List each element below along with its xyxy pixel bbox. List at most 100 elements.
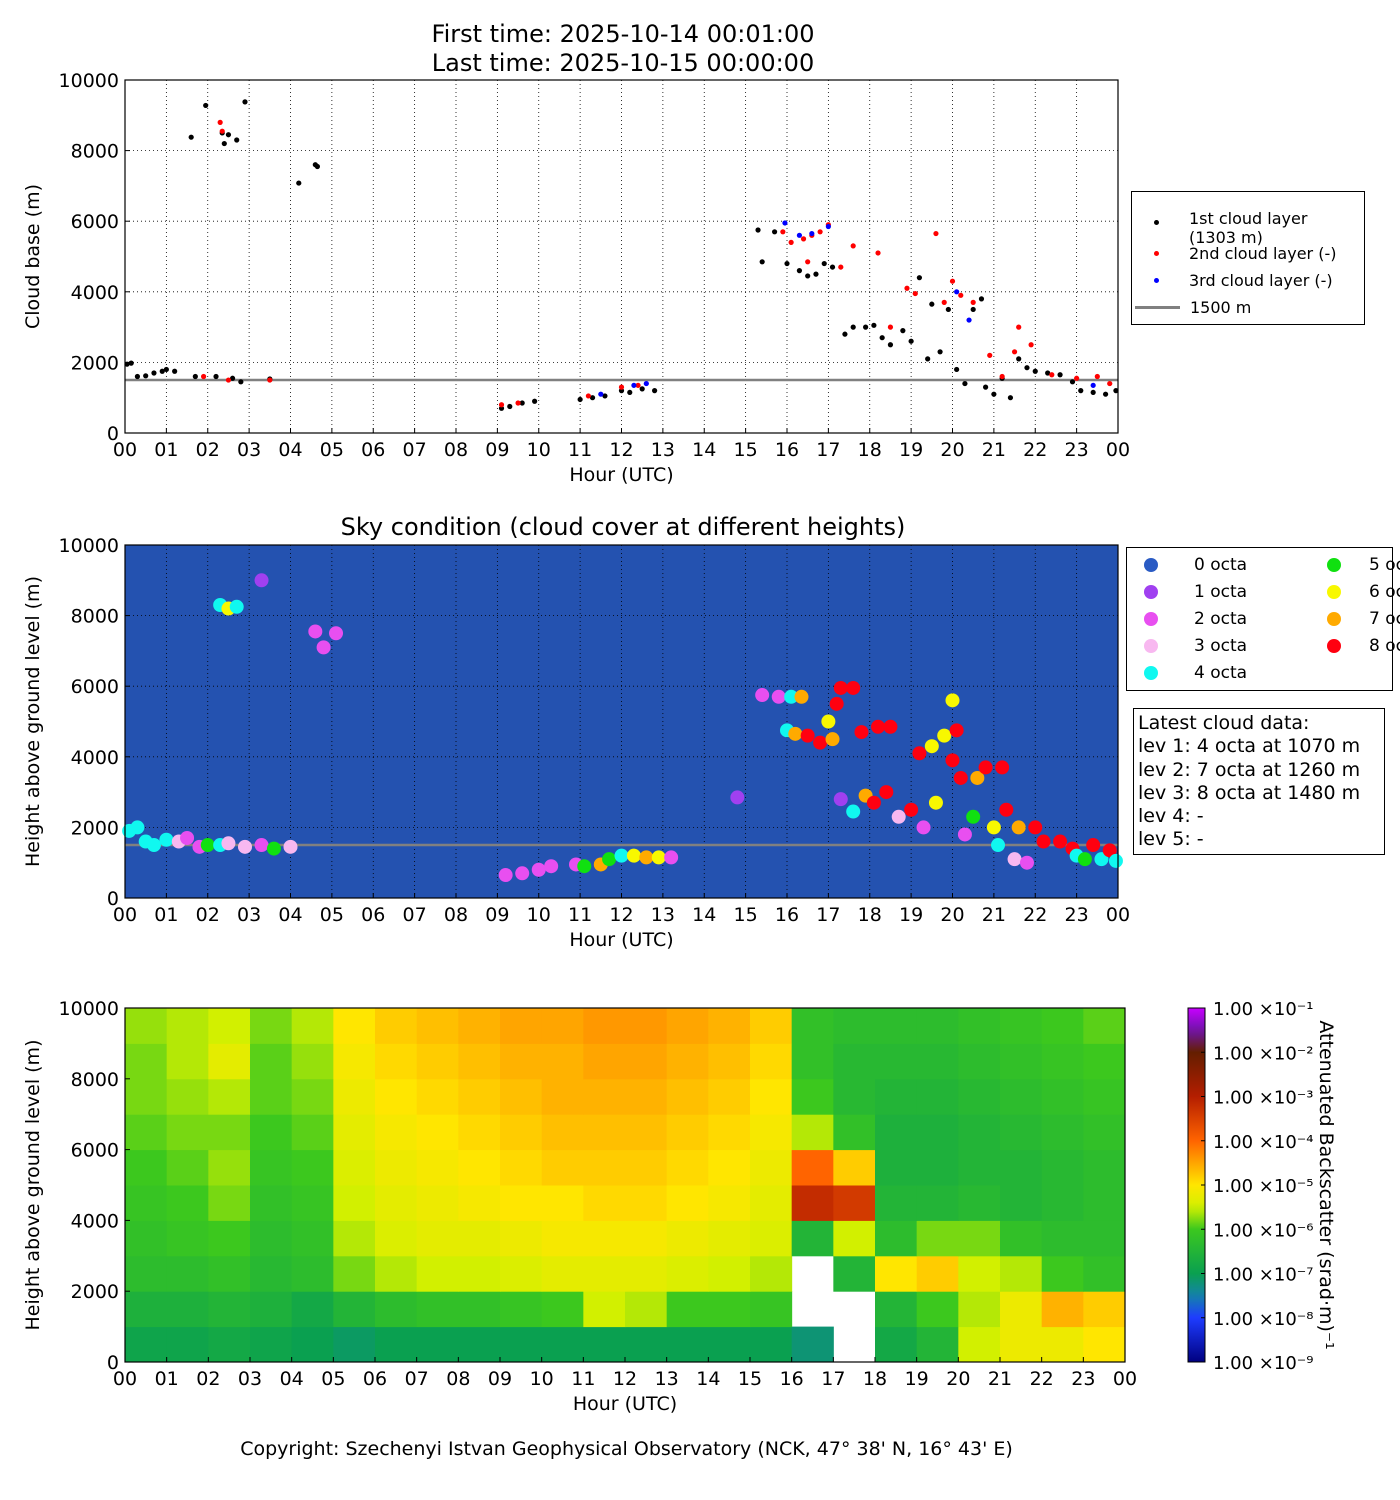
- x-tick-label: 09: [488, 1368, 512, 1390]
- backscatter-cell: [1083, 1326, 1126, 1363]
- backscatter-cell: [583, 1291, 626, 1328]
- backscatter-cell: [208, 1149, 251, 1186]
- x-tick-label: 21: [982, 904, 1006, 926]
- cloud-base-point-layer2: [949, 278, 956, 284]
- y-tick-label: 10000: [59, 70, 119, 92]
- x-tick-label: 09: [485, 439, 509, 461]
- backscatter-cell: [166, 1255, 209, 1292]
- backscatter-cell: [958, 1255, 1001, 1292]
- backscatter-cell: [250, 1220, 293, 1257]
- backscatter-cell: [1083, 1255, 1126, 1292]
- level-line: lev 2: 7 octa at 1260 m: [1138, 758, 1361, 781]
- backscatter-cell: [833, 1255, 876, 1292]
- backscatter-cell: [666, 1220, 709, 1257]
- y-tick-label: 2000: [71, 352, 119, 374]
- gray-line-icon: [1135, 306, 1180, 309]
- backscatter-cell: [500, 1220, 543, 1257]
- legend-item-octa-6: 6 octa: [1327, 582, 1400, 602]
- cloud-base-point-layer1: [983, 384, 989, 390]
- cloud-base-point-layer1: [128, 360, 134, 366]
- octa-point: [854, 725, 869, 740]
- cloud-base-point-layer2: [618, 384, 625, 390]
- backscatter-cell: [541, 1185, 584, 1221]
- x-tick-label: 02: [196, 439, 220, 461]
- backscatter-cell: [541, 1291, 584, 1328]
- y-tick-label: 2000: [71, 817, 119, 839]
- backscatter-cell: [750, 1255, 793, 1292]
- backscatter-cell: [250, 1291, 293, 1328]
- backscatter-cell: [750, 1114, 793, 1151]
- x-tick-label: 06: [361, 439, 385, 461]
- backscatter-cell: [916, 1255, 959, 1292]
- x-tick-label: 21: [982, 439, 1006, 461]
- backscatter-cell: [875, 1008, 918, 1044]
- x-tick-label: 10: [530, 1368, 554, 1390]
- cloud-base-point-layer2: [219, 128, 225, 134]
- backscatter-cell: [833, 1114, 876, 1151]
- backscatter-cell: [208, 1255, 251, 1292]
- legend-label: 2nd cloud layer (-): [1189, 244, 1337, 263]
- y-tick-label: 2000: [71, 1281, 119, 1303]
- cloud-base-point-layer2: [805, 259, 811, 265]
- backscatter-cell: [958, 1008, 1001, 1044]
- backscatter-cell: [375, 1326, 418, 1363]
- backscatter-cell: [958, 1078, 1001, 1115]
- backscatter-cell: [1000, 1008, 1043, 1044]
- backscatter-cell: [250, 1043, 293, 1080]
- backscatter-cell: [875, 1149, 918, 1186]
- legend-label: 8 octa: [1369, 636, 1400, 656]
- octa-point: [995, 760, 1010, 775]
- cloud-base-point-layer1: [784, 260, 790, 267]
- backscatter-cell: [1000, 1043, 1043, 1080]
- cloud-base-point-layer3: [966, 317, 972, 323]
- plot-frame: [124, 79, 1119, 434]
- cloud-base-point-layer2: [1011, 349, 1018, 355]
- backscatter-cell: [291, 1149, 334, 1186]
- cloud-base-point-layer1: [1090, 389, 1096, 396]
- x-tick-label: 01: [154, 904, 178, 926]
- octa-point: [614, 848, 629, 863]
- backscatter-cell: [583, 1078, 626, 1115]
- backscatter-cell: [1083, 1008, 1126, 1044]
- cloud-base-point-layer3: [782, 220, 788, 226]
- cloud-base-point-layer1: [229, 375, 236, 381]
- cloud-base-point-layer1: [1057, 372, 1063, 378]
- octa-point: [821, 714, 836, 729]
- x-tick-label: 18: [858, 904, 882, 926]
- octa-point: [755, 688, 770, 703]
- x-tick-label: 11: [568, 904, 592, 926]
- backscatter-cell: [1083, 1185, 1126, 1221]
- cloud-base-point-layer1: [908, 338, 914, 344]
- colorbar-tick-label: 1.00 ×10⁻³: [1213, 1088, 1314, 1109]
- backscatter-cell: [1041, 1078, 1084, 1115]
- octa-point: [866, 795, 881, 810]
- octa-point: [928, 795, 943, 810]
- octa-point: [784, 689, 799, 704]
- octa-point: [991, 838, 1006, 853]
- cloud-base-point-layer1: [519, 400, 525, 406]
- x-tick-label: 05: [320, 439, 344, 461]
- x-tick-label: 17: [816, 904, 840, 926]
- octa-point: [1019, 855, 1034, 870]
- x-tick-label: 00: [1113, 1368, 1137, 1390]
- backscatter-cell: [416, 1291, 459, 1328]
- cloud-base-point-layer3: [809, 230, 815, 237]
- backscatter-cell: [208, 1114, 251, 1151]
- octa-color-dot-icon: [1327, 639, 1341, 653]
- backscatter-cell: [250, 1326, 293, 1363]
- backscatter-cell: [416, 1043, 459, 1080]
- backscatter-cell: [208, 1043, 251, 1080]
- backscatter-cell: [291, 1043, 334, 1080]
- cloud-base-point-layer2: [941, 299, 947, 305]
- x-tick-label: 19: [905, 1368, 929, 1390]
- backscatter-cell: [1000, 1149, 1043, 1186]
- x-axis-label: Hour (UTC): [569, 929, 673, 951]
- backscatter-cell: [958, 1291, 1001, 1328]
- y-axis-label: Height above ground level (m): [22, 576, 44, 867]
- octa-color-dot-icon: [1144, 558, 1158, 572]
- backscatter-cell: [166, 1291, 209, 1328]
- x-tick-label: 19: [899, 904, 923, 926]
- backscatter-cell: [500, 1185, 543, 1221]
- octa-point: [794, 689, 809, 704]
- cloud-base-point-layer2: [515, 400, 521, 406]
